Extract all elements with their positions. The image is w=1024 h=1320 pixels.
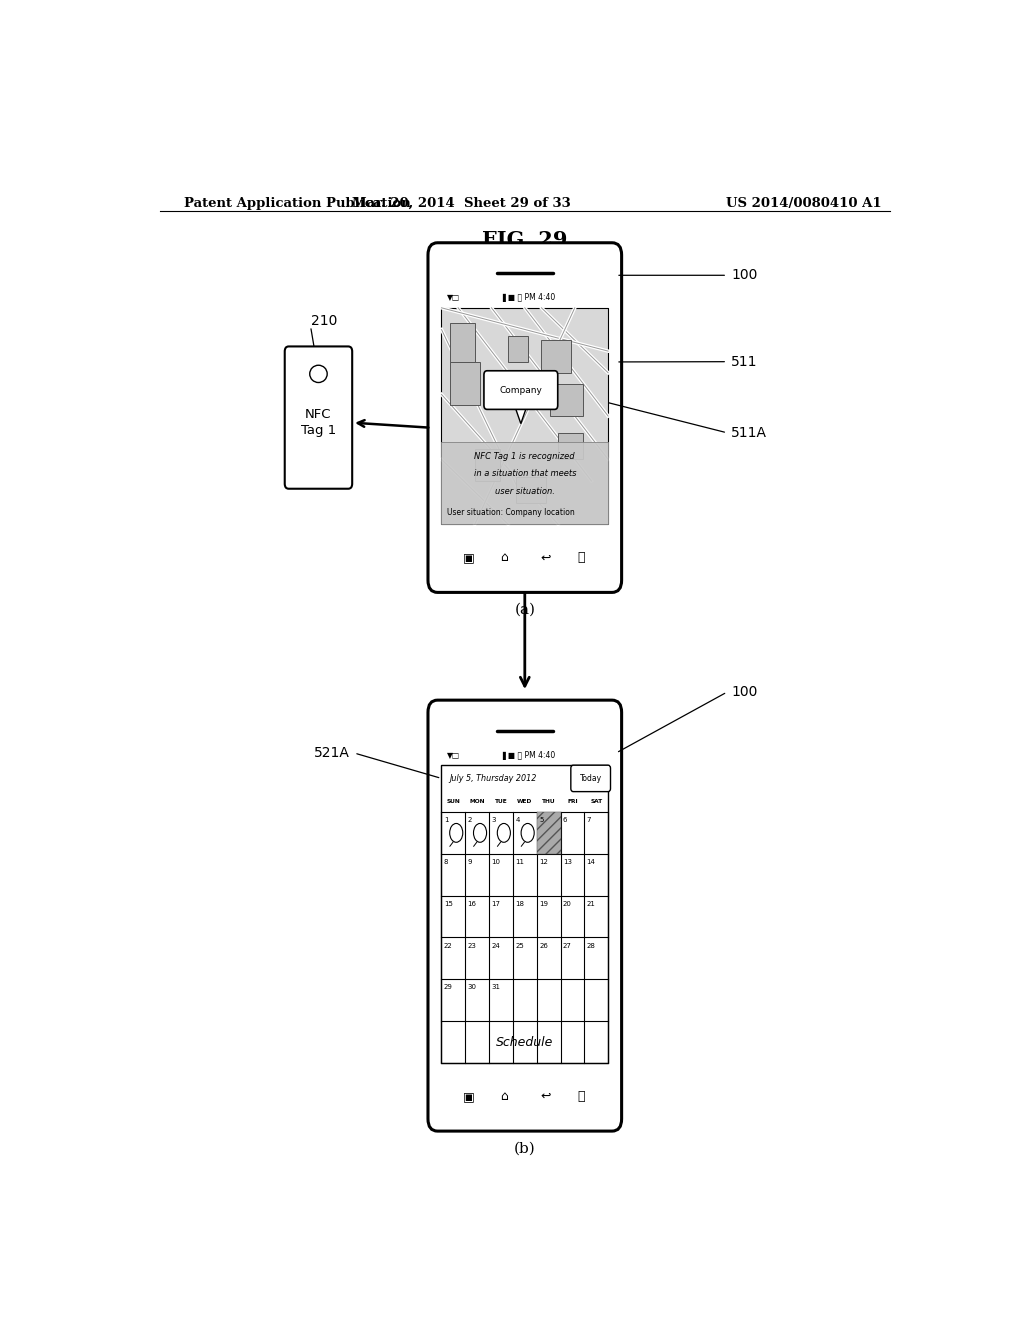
Bar	[441, 766, 608, 1063]
Bar	[450, 323, 475, 362]
Text: ↩: ↩	[541, 552, 551, 565]
Text: ⌕: ⌕	[577, 1090, 585, 1104]
Text: user situation.: user situation.	[495, 487, 555, 496]
Text: User situation: Company location: User situation: Company location	[447, 508, 574, 517]
Text: WED: WED	[517, 800, 532, 804]
Polygon shape	[514, 405, 527, 424]
Text: ⌂: ⌂	[500, 552, 508, 565]
Text: ▼□: ▼□	[447, 751, 460, 759]
Text: ▌■ ⏰ PM 4:40: ▌■ ⏰ PM 4:40	[502, 751, 555, 759]
Text: 28: 28	[587, 942, 596, 949]
Text: 10: 10	[492, 859, 501, 865]
Text: July 5, Thursday 2012: July 5, Thursday 2012	[450, 774, 537, 783]
Text: 3: 3	[492, 817, 496, 824]
Text: 7: 7	[587, 817, 591, 824]
Text: 521A: 521A	[314, 746, 350, 760]
FancyBboxPatch shape	[570, 766, 610, 792]
Text: ▣: ▣	[463, 552, 475, 565]
Text: ⌕: ⌕	[577, 552, 585, 565]
Text: ▣: ▣	[463, 1090, 475, 1104]
Ellipse shape	[473, 824, 486, 842]
Text: NFC Tag 1 is recognized: NFC Tag 1 is recognized	[474, 453, 575, 461]
FancyBboxPatch shape	[484, 371, 558, 409]
Text: Mar. 20, 2014  Sheet 29 of 33: Mar. 20, 2014 Sheet 29 of 33	[352, 197, 570, 210]
Text: 2: 2	[468, 817, 472, 824]
Text: 100: 100	[731, 268, 758, 282]
Bar	[537, 812, 560, 854]
Text: MON: MON	[469, 800, 485, 804]
Text: 5: 5	[539, 817, 544, 824]
Text: 13: 13	[563, 859, 571, 865]
Text: 100: 100	[731, 685, 758, 700]
Bar	[475, 449, 500, 480]
Bar	[441, 442, 608, 524]
Text: Today: Today	[580, 774, 602, 783]
Text: (b): (b)	[514, 1142, 536, 1155]
Text: 21: 21	[587, 900, 596, 907]
Text: ▌■ ⏰ PM 4:40: ▌■ ⏰ PM 4:40	[502, 293, 555, 302]
Bar	[516, 477, 547, 503]
Text: US 2014/0080410 A1: US 2014/0080410 A1	[726, 197, 882, 210]
Text: THU: THU	[542, 800, 555, 804]
Text: 25: 25	[515, 942, 524, 949]
Text: 19: 19	[539, 900, 548, 907]
Text: ↩: ↩	[541, 1090, 551, 1104]
Text: ⌂: ⌂	[500, 1090, 508, 1104]
Text: 14: 14	[587, 859, 596, 865]
Text: in a situation that meets: in a situation that meets	[473, 470, 577, 478]
Text: SUN: SUN	[446, 800, 460, 804]
Text: 11: 11	[515, 859, 524, 865]
Text: 210: 210	[310, 314, 337, 329]
Text: FIG. 29: FIG. 29	[482, 230, 567, 249]
Bar	[550, 384, 583, 416]
Text: 20: 20	[563, 900, 571, 907]
Text: Schedule: Schedule	[496, 1036, 554, 1048]
Bar	[450, 362, 480, 405]
Text: 12: 12	[539, 859, 548, 865]
Text: 16: 16	[468, 900, 476, 907]
Text: FRI: FRI	[567, 800, 578, 804]
Ellipse shape	[309, 366, 328, 383]
Text: Patent Application Publication: Patent Application Publication	[183, 197, 411, 210]
Text: ▼□: ▼□	[447, 293, 460, 302]
Text: 29: 29	[443, 985, 453, 990]
Bar	[542, 341, 571, 372]
Text: NFC
Tag 1: NFC Tag 1	[301, 408, 336, 437]
Text: 24: 24	[492, 942, 500, 949]
Text: 31: 31	[492, 985, 501, 990]
Text: 1: 1	[443, 817, 449, 824]
Text: TUE: TUE	[495, 800, 507, 804]
Bar	[558, 433, 583, 459]
Text: 6: 6	[563, 817, 567, 824]
Text: 26: 26	[539, 942, 548, 949]
Text: 22: 22	[443, 942, 453, 949]
Ellipse shape	[521, 824, 535, 842]
Text: 18: 18	[515, 900, 524, 907]
Text: 9: 9	[468, 859, 472, 865]
Ellipse shape	[450, 824, 463, 842]
Text: 17: 17	[492, 900, 501, 907]
FancyBboxPatch shape	[428, 243, 622, 593]
Bar	[441, 308, 608, 524]
Text: 4: 4	[515, 817, 519, 824]
Text: 27: 27	[563, 942, 571, 949]
Text: 511A: 511A	[731, 426, 767, 440]
Text: Company: Company	[500, 385, 543, 395]
Text: SAT: SAT	[590, 800, 602, 804]
Text: 23: 23	[468, 942, 476, 949]
Text: (a): (a)	[514, 602, 536, 616]
Bar	[508, 337, 528, 362]
Text: 15: 15	[443, 900, 453, 907]
Ellipse shape	[498, 824, 510, 842]
Text: 8: 8	[443, 859, 449, 865]
Text: 511: 511	[731, 355, 758, 368]
FancyBboxPatch shape	[428, 700, 622, 1131]
Text: 30: 30	[468, 985, 476, 990]
FancyBboxPatch shape	[285, 346, 352, 488]
